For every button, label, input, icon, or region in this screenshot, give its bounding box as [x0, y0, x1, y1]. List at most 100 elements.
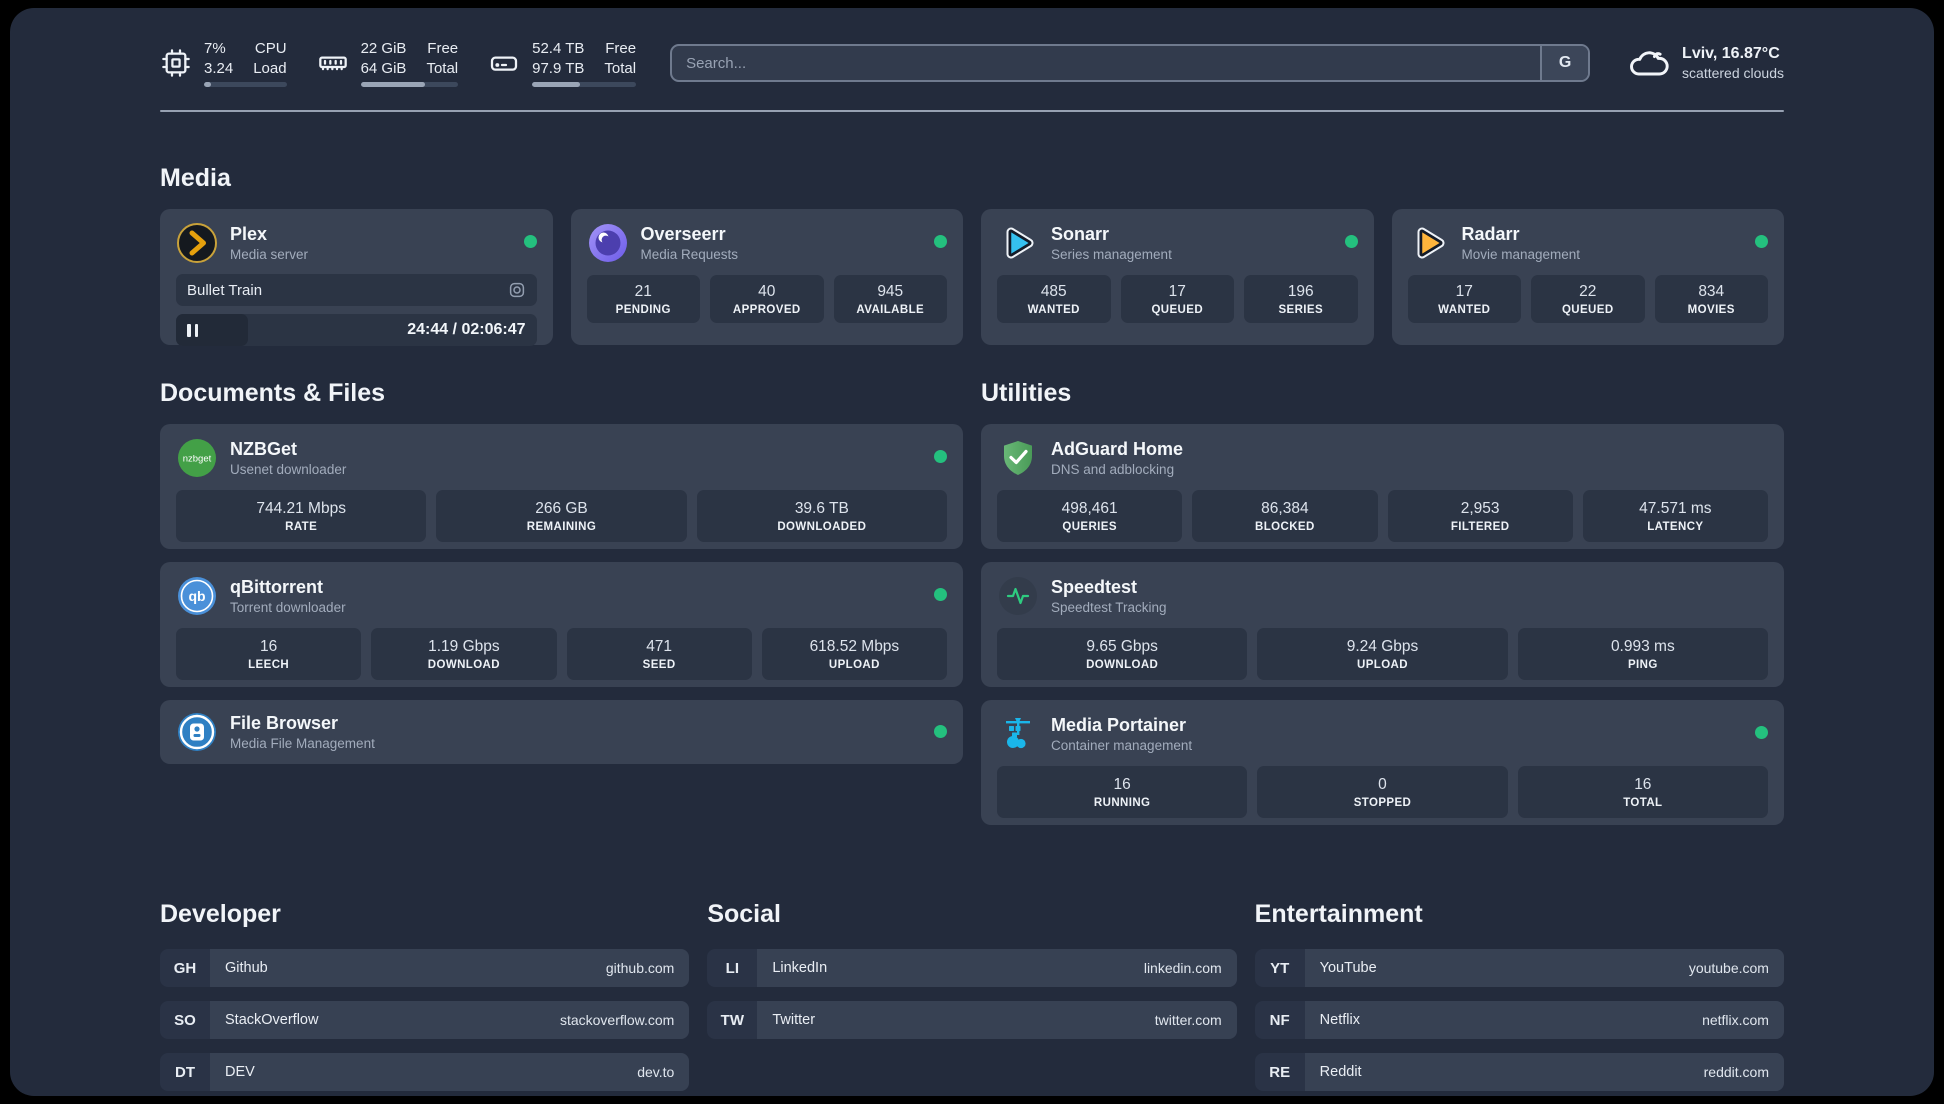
app-subtitle: Media File Management	[230, 736, 375, 751]
bookmarks-social: Social LI LinkedIn linkedin.com TW Twitt…	[707, 900, 1237, 1053]
svg-text:nzbget: nzbget	[183, 454, 212, 465]
bookmark-youtube[interactable]: YT YouTube youtube.com	[1254, 949, 1784, 987]
app-name: AdGuard Home	[1051, 439, 1184, 459]
bookmark-url: github.com	[605, 960, 675, 976]
search-input[interactable]	[672, 46, 1589, 80]
weather-condition: scattered clouds	[1682, 65, 1784, 81]
app-card-speedtest[interactable]: Speedtest Speedtest Tracking 9.65 Gbps D…	[981, 562, 1784, 687]
app-card-overseerr[interactable]: Overseerr Media Requests 21 PENDING 40 A…	[570, 209, 963, 345]
bookmark-reddit[interactable]: RE Reddit reddit.com	[1254, 1053, 1784, 1091]
section-title-utilities: Utilities	[981, 379, 1072, 407]
stat-tile: 485 WANTED	[997, 275, 1111, 323]
stat-tile: 9.24 Gbps UPLOAD	[1257, 628, 1508, 680]
app-subtitle: Movie management	[1461, 247, 1581, 262]
bookmark-netflix[interactable]: NF Netflix netflix.com	[1254, 1001, 1784, 1039]
overseerr-icon	[587, 222, 629, 264]
app-subtitle: Container management	[1051, 738, 1193, 753]
app-subtitle: Usenet downloader	[230, 462, 347, 477]
playback-progress-bar: 24:44 / 02:06:47	[176, 314, 537, 346]
session-type-icon	[508, 281, 526, 299]
stat-tile: 9.65 Gbps DOWNLOAD	[997, 628, 1248, 680]
app-card-nzbget[interactable]: nzbget NZBGet Usenet downloader 744.21 M…	[160, 424, 963, 549]
app-card-sonarr[interactable]: Sonarr Series management 485 WANTED 17 Q…	[981, 209, 1374, 345]
section-title-entertainment: Entertainment	[1254, 900, 1423, 928]
system-stats: 7% 3.24 CPU Load	[160, 39, 637, 87]
plex-icon	[176, 222, 218, 264]
status-dot-online	[934, 725, 947, 738]
media-cards-row: Plex Media server Bullet Train 24:44 / 0…	[160, 209, 1784, 346]
app-name: File Browser	[230, 713, 339, 733]
app-card-portainer[interactable]: Media Portainer Container management 16 …	[981, 700, 1784, 825]
bookmark-abbr: YT	[1254, 949, 1305, 987]
weather-location-temp: Lviv, 16.87°C	[1682, 45, 1780, 62]
status-dot-online	[934, 235, 947, 248]
stat-tile: 196 SERIES	[1244, 275, 1358, 323]
stat-tile: 1.19 Gbps DOWNLOAD	[371, 628, 557, 680]
stat-tile: 471 SEED	[566, 628, 752, 680]
bookmark-abbr: LI	[707, 949, 758, 987]
bookmark-url: youtube.com	[1688, 960, 1769, 976]
search-engine-button[interactable]: G	[1540, 46, 1589, 80]
stat-tile: 17 QUEUED	[1120, 275, 1234, 323]
bookmark-abbr: SO	[160, 1001, 210, 1039]
bookmark-abbr: RE	[1254, 1053, 1305, 1091]
cpu-icon	[160, 47, 192, 79]
app-card-radarr[interactable]: Radarr Movie management 17 WANTED 22 QUE…	[1391, 209, 1784, 345]
bookmark-url: reddit.com	[1703, 1064, 1769, 1080]
bookmark-abbr: GH	[160, 949, 210, 987]
disk-labels: Free Total	[604, 40, 637, 77]
stat-tile: 744.21 Mbps RATE	[176, 490, 427, 542]
dashboard-panel: 7% 3.24 CPU Load	[10, 8, 1934, 1096]
app-subtitle: Series management	[1051, 247, 1172, 262]
ram-icon	[317, 47, 349, 79]
app-card-adguard[interactable]: AdGuard Home DNS and adblocking 498,461 …	[981, 424, 1784, 549]
bookmarks-entertainment: Entertainment YT YouTube youtube.com NF …	[1254, 900, 1784, 1096]
bookmark-dev[interactable]: DT DEV dev.to	[160, 1053, 690, 1091]
app-card-filebrowser[interactable]: File Browser Media File Management	[160, 700, 963, 764]
app-name: Media Portainer	[1051, 715, 1187, 735]
status-dot-online	[934, 588, 947, 601]
section-title-developer: Developer	[160, 900, 281, 928]
top-bar: 7% 3.24 CPU Load	[160, 34, 1784, 92]
app-name: Radarr	[1461, 224, 1520, 244]
bookmark-name: Netflix	[1319, 1012, 1360, 1028]
disk-values: 52.4 TB 97.9 TB	[532, 40, 585, 77]
bookmark-name: LinkedIn	[772, 960, 828, 976]
status-dot-online	[1344, 235, 1358, 248]
search-bar[interactable]: G	[670, 44, 1591, 82]
bookmark-url: linkedin.com	[1143, 960, 1222, 976]
cpu-progress-bar	[204, 82, 287, 87]
stat-tile: 16 LEECH	[176, 628, 362, 680]
ram-progress-bar	[360, 82, 459, 87]
ram-labels: Free Total	[426, 40, 459, 77]
app-subtitle: Torrent downloader	[230, 600, 346, 615]
stat-tile: 22 QUEUED	[1531, 275, 1645, 323]
bookmark-github[interactable]: GH Github github.com	[160, 949, 690, 987]
nzbget-icon: nzbget	[176, 437, 218, 479]
bookmark-linkedin[interactable]: LI LinkedIn linkedin.com	[707, 949, 1237, 987]
app-card-qbittorrent[interactable]: qb qBittorrent Torrent downloader 16 LEE…	[160, 562, 963, 687]
app-name: qBittorrent	[230, 577, 323, 597]
filebrowser-icon	[176, 711, 218, 753]
bookmark-url: twitter.com	[1154, 1012, 1222, 1028]
app-card-plex[interactable]: Plex Media server Bullet Train 24:44 / 0…	[160, 209, 553, 346]
bookmark-name: Twitter	[772, 1012, 816, 1028]
portainer-icon	[997, 713, 1039, 755]
ram-values: 22 GiB 64 GiB	[360, 40, 407, 77]
bookmark-stackoverflow[interactable]: SO StackOverflow stackoverflow.com	[160, 1001, 690, 1039]
bookmark-twitter[interactable]: TW Twitter twitter.com	[707, 1001, 1237, 1039]
bookmark-name: Reddit	[1319, 1064, 1362, 1080]
bookmark-name: DEV	[225, 1064, 255, 1080]
section-title-media: Media	[160, 164, 231, 192]
topbar-divider	[160, 110, 1784, 112]
stat-tile: 21 PENDING	[586, 275, 700, 323]
stat-tile: 618.52 Mbps UPLOAD	[761, 628, 947, 680]
cpu-labels: CPU Load	[253, 40, 287, 77]
app-name: NZBGet	[230, 439, 297, 459]
status-dot-online	[523, 235, 537, 248]
stat-tile: 2,953 FILTERED	[1387, 490, 1573, 542]
adguard-icon	[997, 437, 1039, 479]
app-subtitle: DNS and adblocking	[1051, 462, 1175, 477]
bookmark-name: Github	[225, 960, 268, 976]
